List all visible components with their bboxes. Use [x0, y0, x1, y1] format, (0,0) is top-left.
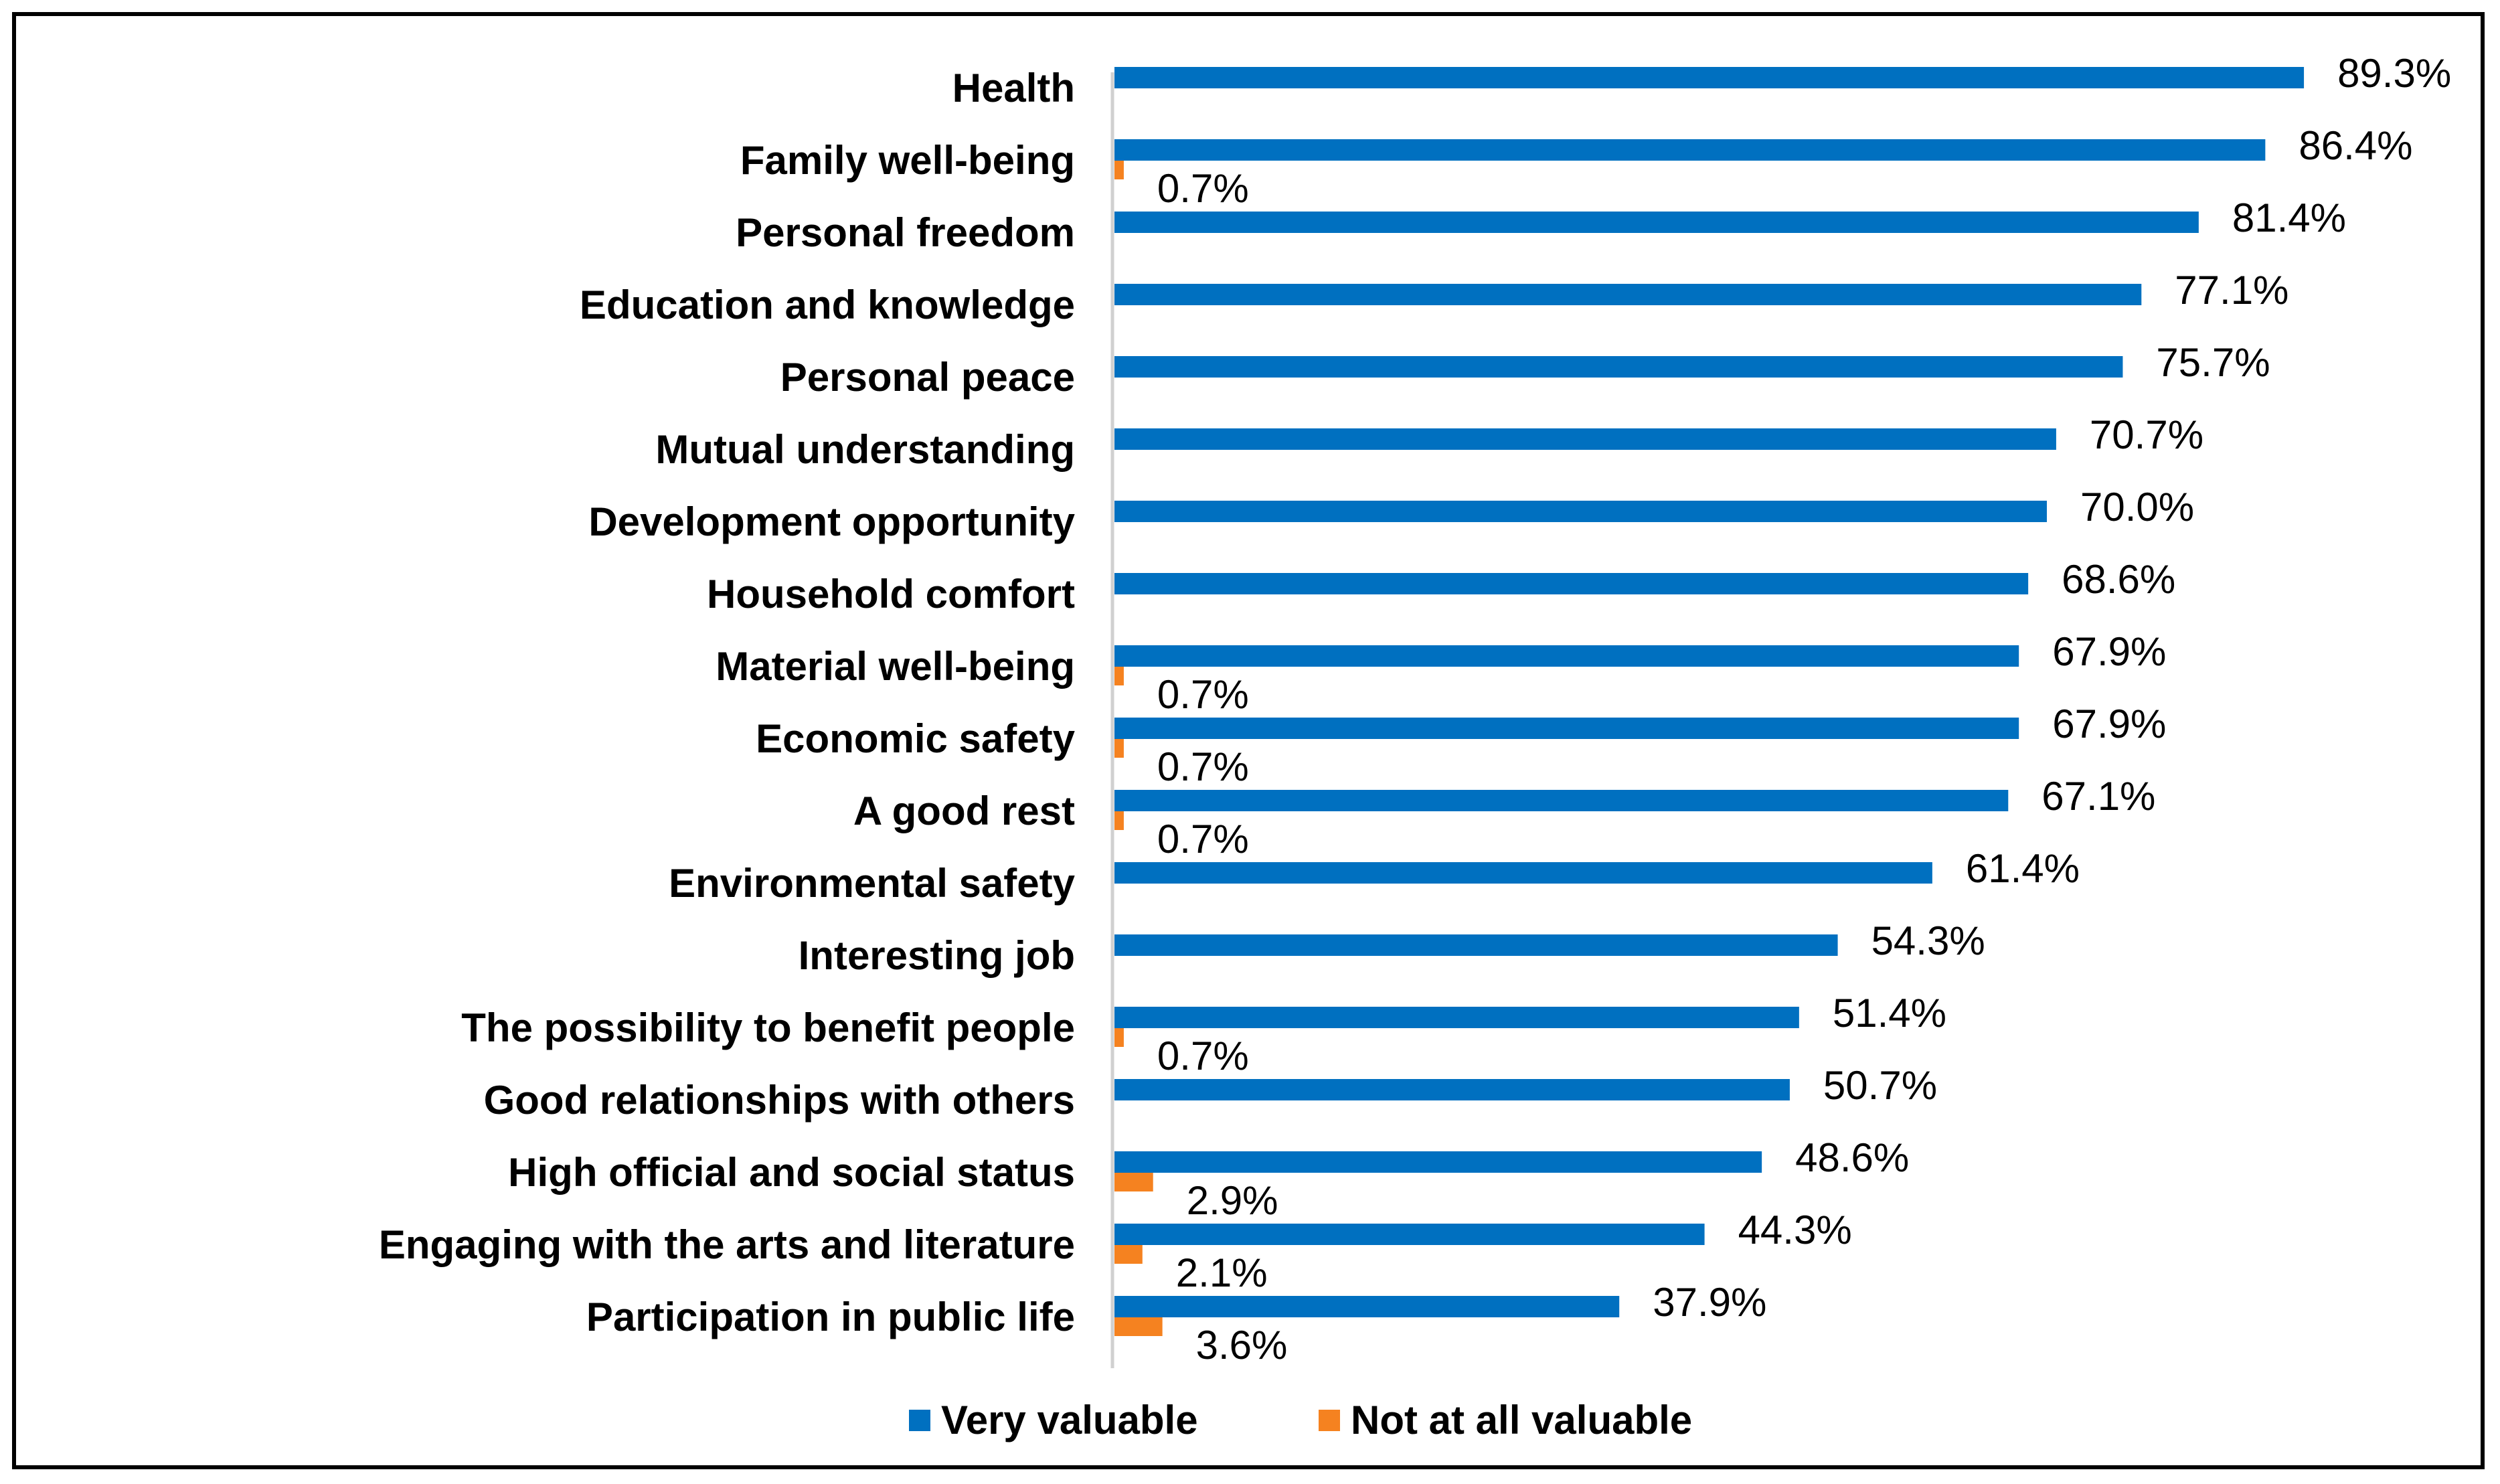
value-label-very-valuable-development-opportunity: 70.0%	[2080, 485, 2194, 529]
bar-very-valuable-engaging-with-the-arts-and-literature	[1114, 1224, 1705, 1245]
bar-very-valuable-high-official-and-social-status	[1114, 1151, 1762, 1173]
value-label-very-valuable-economic-safety: 67.9%	[2052, 702, 2166, 746]
category-label-household-comfort: Household comfort	[707, 572, 1075, 616]
value-label-not-at-all-valuable-economic-safety: 0.7%	[1157, 744, 1249, 789]
value-label-very-valuable-health: 89.3%	[2337, 51, 2451, 96]
legend-label-very-valuable: Very valuable	[941, 1398, 1198, 1442]
value-label-very-valuable-personal-freedom: 81.4%	[2232, 195, 2346, 240]
category-label-interesting-job: Interesting job	[799, 933, 1075, 978]
bar-not-at-all-valuable-family-well-being	[1114, 161, 1124, 179]
bar-very-valuable-health	[1114, 67, 2305, 88]
category-label-health: Health	[952, 66, 1075, 110]
bar-very-valuable-household-comfort	[1114, 573, 2029, 594]
category-label-environmental-safety: Environmental safety	[669, 861, 1075, 906]
category-label-personal-peace: Personal peace	[780, 355, 1075, 400]
bar-very-valuable-personal-peace	[1114, 356, 2123, 378]
chart-frame: Health 89.3% Family well-being 86.4% 0.7% Per…	[12, 12, 2485, 1469]
bar-very-valuable-development-opportunity	[1114, 501, 2047, 522]
bar-very-valuable-economic-safety	[1114, 718, 2019, 739]
category-label-personal-freedom: Personal freedom	[736, 210, 1075, 255]
value-label-very-valuable-the-possibility-to-benefit-people: 51.4%	[1833, 991, 1946, 1036]
legend-label-not-at-all-valuable: Not at all valuable	[1351, 1398, 1692, 1442]
value-label-not-at-all-valuable-the-possibility-to-benefit-people: 0.7%	[1157, 1034, 1249, 1078]
bars-layer: Health 89.3% Family well-being 86.4% 0.7% Per…	[379, 51, 2451, 1368]
category-label-economic-safety: Economic safety	[756, 716, 1075, 761]
bar-very-valuable-a-good-rest	[1114, 790, 2009, 811]
bar-very-valuable-education-and-knowledge	[1114, 284, 2142, 305]
legend-swatch-not-at-all-valuable	[1319, 1410, 1340, 1431]
category-label-family-well-being: Family well-being	[740, 138, 1075, 183]
bar-not-at-all-valuable-a-good-rest	[1114, 811, 1124, 830]
legend: Very valuable Not at all valuable	[909, 1398, 1692, 1442]
value-label-very-valuable-material-well-being: 67.9%	[2052, 629, 2166, 674]
legend-swatch-very-valuable	[909, 1410, 930, 1431]
value-label-not-at-all-valuable-a-good-rest: 0.7%	[1157, 817, 1249, 861]
category-label-mutual-understanding: Mutual understanding	[655, 427, 1075, 472]
bar-very-valuable-personal-freedom	[1114, 212, 2199, 233]
category-label-good-relationships-with-others: Good relationships with others	[484, 1078, 1075, 1123]
value-label-not-at-all-valuable-high-official-and-social-status: 2.9%	[1187, 1178, 1278, 1223]
category-label-a-good-rest: A good rest	[853, 789, 1075, 833]
bar-very-valuable-mutual-understanding	[1114, 428, 2056, 450]
value-label-very-valuable-high-official-and-social-status: 48.6%	[1795, 1135, 1909, 1180]
category-label-participation-in-public-life: Participation in public life	[586, 1295, 1075, 1339]
category-label-engaging-with-the-arts-and-literature: Engaging with the arts and literature	[379, 1222, 1075, 1267]
value-label-not-at-all-valuable-family-well-being: 0.7%	[1157, 166, 1249, 211]
category-label-development-opportunity: Development opportunity	[588, 499, 1075, 544]
bar-chart: Health 89.3% Family well-being 86.4% 0.7% Per…	[379, 51, 2451, 1442]
value-label-very-valuable-a-good-rest: 67.1%	[2041, 774, 2155, 819]
category-label-the-possibility-to-benefit-people: The possibility to benefit people	[461, 1005, 1075, 1050]
bar-not-at-all-valuable-engaging-with-the-arts-and-literature	[1114, 1245, 1143, 1264]
value-label-not-at-all-valuable-participation-in-public-life: 3.6%	[1196, 1323, 1288, 1368]
value-label-very-valuable-interesting-job: 54.3%	[1871, 918, 1985, 963]
value-label-not-at-all-valuable-material-well-being: 0.7%	[1157, 672, 1249, 717]
value-label-very-valuable-environmental-safety: 61.4%	[1966, 846, 2080, 891]
value-label-very-valuable-participation-in-public-life: 37.9%	[1653, 1280, 1766, 1325]
value-label-very-valuable-education-and-knowledge: 77.1%	[2175, 268, 2288, 313]
bar-very-valuable-interesting-job	[1114, 934, 1838, 956]
bar-very-valuable-participation-in-public-life	[1114, 1296, 1620, 1317]
bar-not-at-all-valuable-material-well-being	[1114, 667, 1124, 685]
bar-very-valuable-good-relationships-with-others	[1114, 1079, 1790, 1100]
value-label-not-at-all-valuable-engaging-with-the-arts-and-literature: 2.1%	[1176, 1250, 1268, 1295]
bar-very-valuable-the-possibility-to-benefit-people	[1114, 1007, 1799, 1028]
category-label-material-well-being: Material well-being	[716, 644, 1075, 689]
value-label-very-valuable-family-well-being: 86.4%	[2299, 123, 2412, 168]
category-label-education-and-knowledge: Education and knowledge	[580, 282, 1075, 327]
bar-very-valuable-material-well-being	[1114, 645, 2019, 667]
bar-very-valuable-environmental-safety	[1114, 862, 1932, 884]
value-label-very-valuable-household-comfort: 68.6%	[2062, 557, 2175, 602]
value-label-very-valuable-personal-peace: 75.7%	[2156, 340, 2270, 385]
value-label-very-valuable-mutual-understanding: 70.7%	[2090, 412, 2203, 457]
value-label-very-valuable-good-relationships-with-others: 50.7%	[1823, 1063, 1937, 1108]
value-label-very-valuable-engaging-with-the-arts-and-literature: 44.3%	[1738, 1208, 1852, 1252]
bar-not-at-all-valuable-participation-in-public-life	[1114, 1317, 1163, 1336]
bar-very-valuable-family-well-being	[1114, 139, 2266, 161]
bar-not-at-all-valuable-high-official-and-social-status	[1114, 1173, 1153, 1191]
bar-not-at-all-valuable-economic-safety	[1114, 739, 1124, 758]
category-label-high-official-and-social-status: High official and social status	[508, 1150, 1075, 1195]
bar-not-at-all-valuable-the-possibility-to-benefit-people	[1114, 1028, 1124, 1047]
